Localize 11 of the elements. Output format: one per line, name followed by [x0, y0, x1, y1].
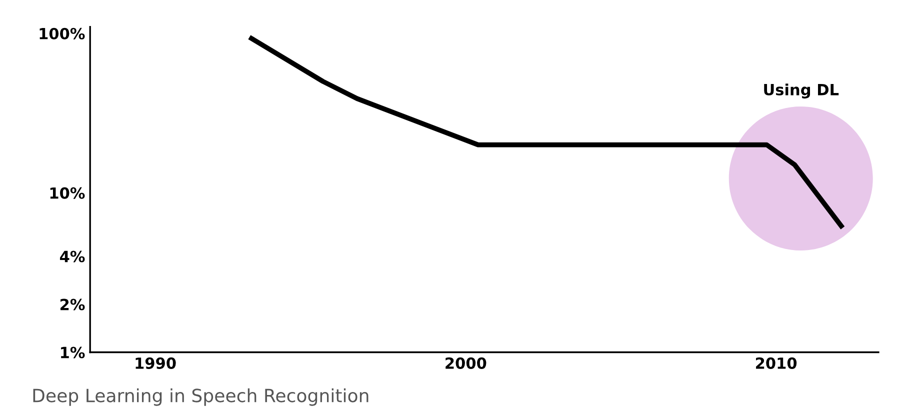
text: Deep Learning in Speech Recognition	[33, 388, 368, 406]
line-series	[249, 36, 844, 228]
y-tick-label: 2%	[60, 298, 85, 310]
y-tick-label: 4%	[60, 250, 85, 262]
y-tick-label: 100%	[40, 28, 85, 40]
x-tick-label: 1990	[136, 357, 176, 369]
y-tick-label: 1%	[61, 346, 85, 358]
annotation: Using DL	[764, 84, 839, 98]
x-tick-label: 2000	[446, 357, 486, 369]
y-tick-label: 10%	[50, 187, 85, 199]
x-tick-label: 2010	[756, 357, 797, 369]
